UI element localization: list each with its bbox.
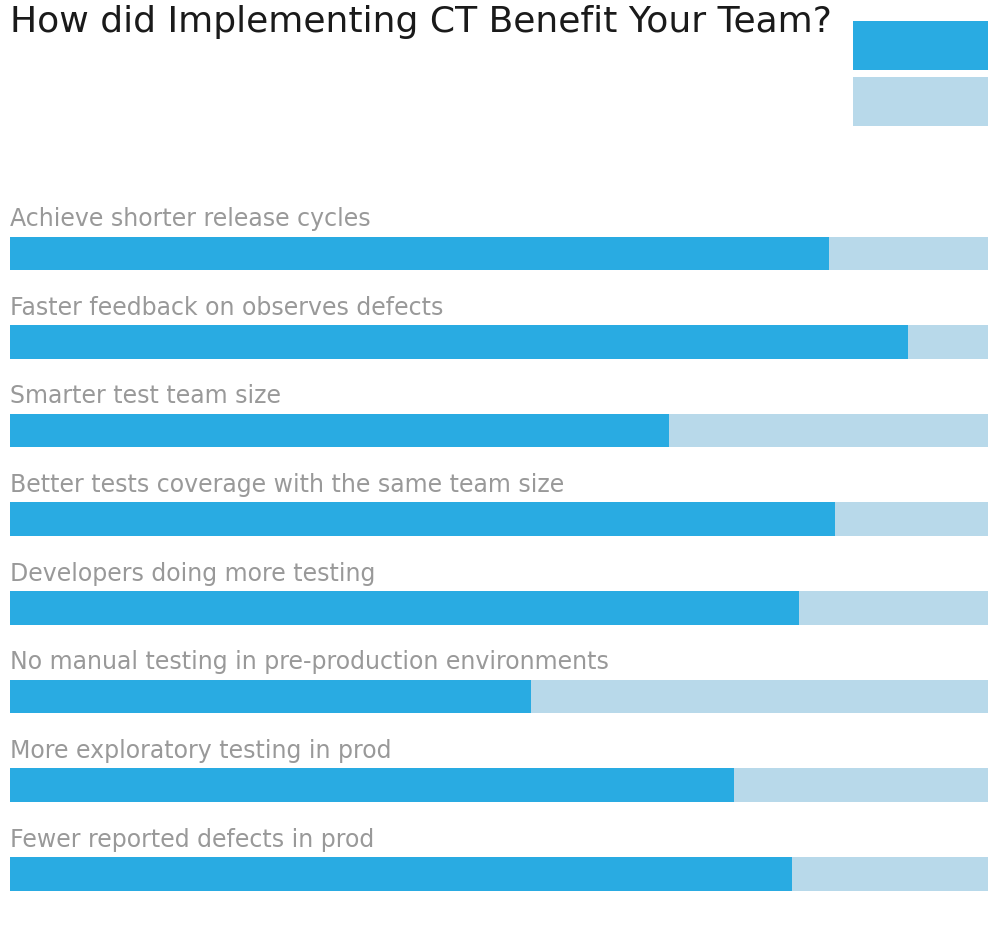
Bar <box>531 679 988 714</box>
Text: DISAGREE: DISAGREE <box>881 94 960 109</box>
Bar <box>10 768 734 802</box>
Bar <box>10 591 799 624</box>
Text: How did Implementing CT Benefit Your Team?: How did Implementing CT Benefit Your Tea… <box>10 5 832 38</box>
Text: Smarter test team size: Smarter test team size <box>10 385 281 408</box>
Bar <box>734 768 988 802</box>
Text: No manual testing in pre-production environments: No manual testing in pre-production envi… <box>10 651 609 675</box>
Bar <box>792 857 988 891</box>
Bar <box>908 325 988 359</box>
Bar <box>828 237 988 270</box>
Text: AGREE: AGREE <box>895 38 946 53</box>
Bar <box>799 591 988 624</box>
Text: More exploratory testing in prod: More exploratory testing in prod <box>10 739 391 763</box>
Bar <box>10 325 908 359</box>
Bar <box>670 414 988 447</box>
Bar <box>10 857 792 891</box>
Bar <box>835 502 988 536</box>
Text: Faster feedback on observes defects: Faster feedback on observes defects <box>10 295 443 320</box>
Text: Achieve shorter release cycles: Achieve shorter release cycles <box>10 207 370 231</box>
Bar <box>10 237 828 270</box>
Text: Developers doing more testing: Developers doing more testing <box>10 562 375 586</box>
Bar <box>10 679 531 714</box>
Bar <box>10 502 835 536</box>
Bar <box>10 414 670 447</box>
Text: Fewer reported defects in prod: Fewer reported defects in prod <box>10 828 374 852</box>
Text: Better tests coverage with the same team size: Better tests coverage with the same team… <box>10 473 564 497</box>
